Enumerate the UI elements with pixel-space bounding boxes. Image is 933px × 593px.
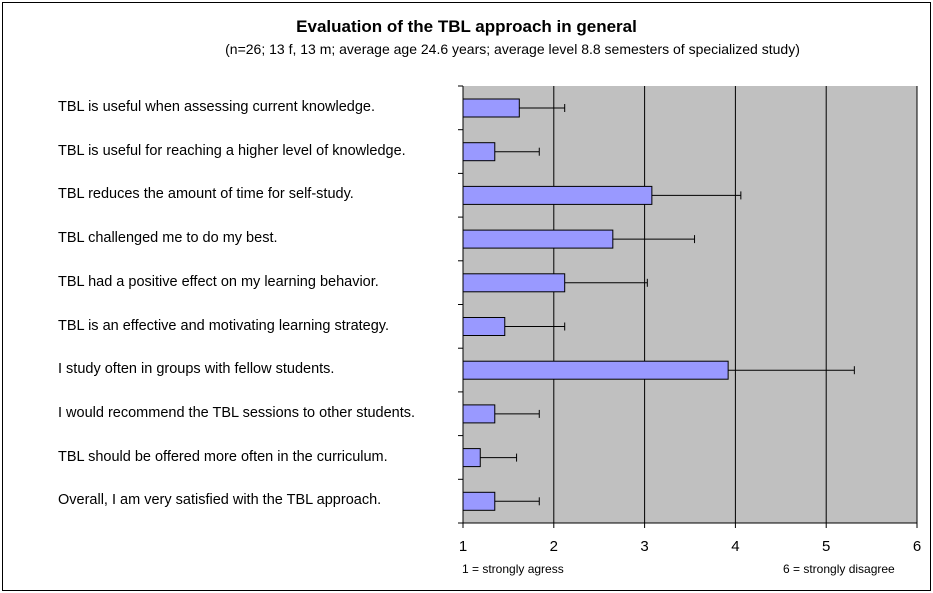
category-label: Overall, I am very satisfied with the TB… xyxy=(58,492,382,509)
category-label: TBL challenged me to do my best. xyxy=(58,230,278,247)
category-label: TBL is an effective and motivating learn… xyxy=(58,317,389,334)
bar xyxy=(462,448,481,468)
x-tick-label: 5 xyxy=(822,538,831,555)
bar xyxy=(462,98,520,118)
category-label: TBL is useful for reaching a higher leve… xyxy=(58,142,406,159)
bar xyxy=(462,273,566,293)
bar xyxy=(462,360,729,380)
x-tick-label: 1 xyxy=(458,538,468,555)
scale-high-label: 6 = strongly disagree xyxy=(783,562,895,576)
chart-title: Evaluation of the TBL approach in genera… xyxy=(296,17,637,36)
category-label: I would recommend the TBL sessions to ot… xyxy=(58,404,416,421)
category-label: TBL reduces the amount of time for self-… xyxy=(58,186,354,203)
category-label: TBL had a positive effect on my learning… xyxy=(58,273,379,290)
bar xyxy=(462,491,496,511)
category-label: I study often in groups with fellow stud… xyxy=(58,361,335,378)
x-tick-label: 6 xyxy=(912,538,922,555)
bar xyxy=(462,317,506,336)
bar xyxy=(462,142,496,162)
plot-background xyxy=(463,86,917,523)
x-tick-label: 2 xyxy=(549,538,558,555)
category-label: TBL should be offered more often in the … xyxy=(58,448,388,465)
scale-low-label: 1 = strongly agress xyxy=(462,562,564,576)
category-label: TBL is useful when assessing current kno… xyxy=(58,99,376,115)
x-tick-label: 4 xyxy=(731,538,740,555)
bar xyxy=(462,404,496,424)
chart-subtitle: (n=26; 13 f, 13 m; average age 24.6 year… xyxy=(225,41,800,57)
bar xyxy=(462,229,614,249)
bar xyxy=(462,185,653,205)
x-tick-label: 3 xyxy=(640,538,649,555)
